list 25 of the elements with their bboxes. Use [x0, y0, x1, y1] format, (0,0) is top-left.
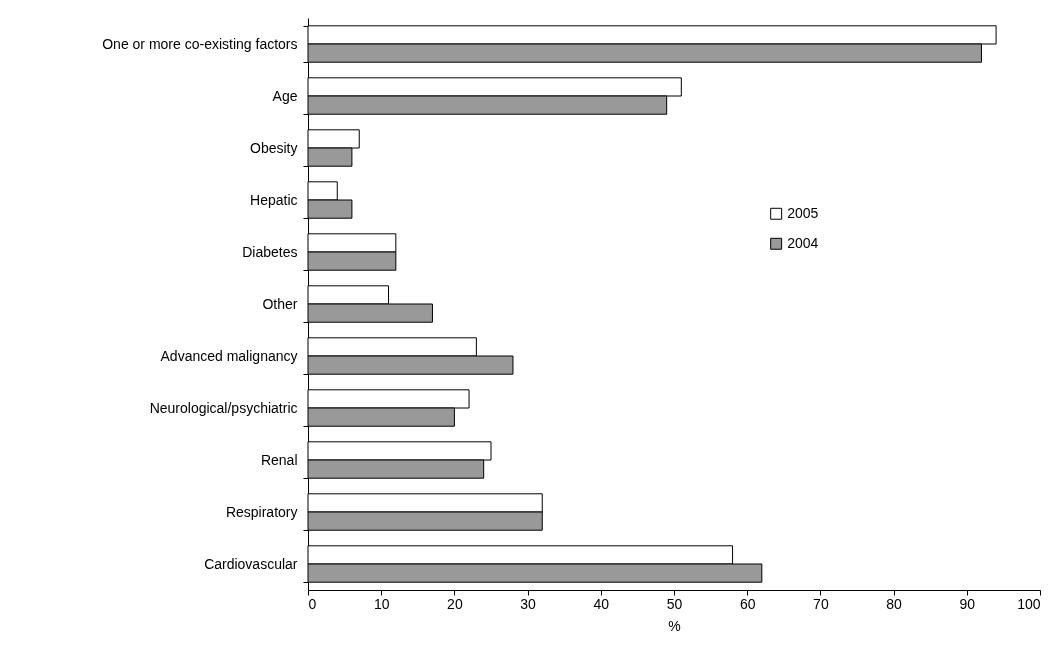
- y-tick-label: Diabetes: [242, 243, 298, 260]
- y-tick-label: Hepatic: [250, 191, 298, 208]
- legend-label: 2004: [787, 234, 819, 251]
- x-tick-label: 60: [739, 595, 756, 612]
- y-tick-label: Respiratory: [225, 503, 298, 520]
- x-tick-label: 80: [886, 595, 903, 612]
- y-tick-label: Renal: [260, 451, 298, 468]
- y-tick-label: One or more co-existing factors: [102, 35, 298, 52]
- x-tick-label: 50: [666, 595, 683, 612]
- x-tick-label: 100: [1017, 595, 1041, 612]
- x-tick-label: 70: [813, 595, 829, 612]
- y-tick-label: Neurological/psychiatric: [149, 399, 298, 416]
- x-tick-label: 20: [447, 595, 463, 612]
- x-tick-label: 0: [308, 595, 317, 612]
- y-tick-label: Advanced malignancy: [160, 347, 298, 364]
- x-tick-label: 10: [373, 595, 390, 612]
- y-tick-label: Obesity: [250, 139, 298, 156]
- y-tick-label: Age: [272, 87, 298, 104]
- x-tick-label: 90: [959, 595, 976, 612]
- x-axis-title: %: [668, 617, 681, 634]
- x-tick-label: 30: [520, 595, 537, 612]
- legend-label: 2005: [787, 204, 819, 221]
- y-tick-label: Cardiovascular: [204, 555, 298, 572]
- x-tick-label: 40: [593, 595, 610, 612]
- y-tick-label: Other: [262, 295, 298, 312]
